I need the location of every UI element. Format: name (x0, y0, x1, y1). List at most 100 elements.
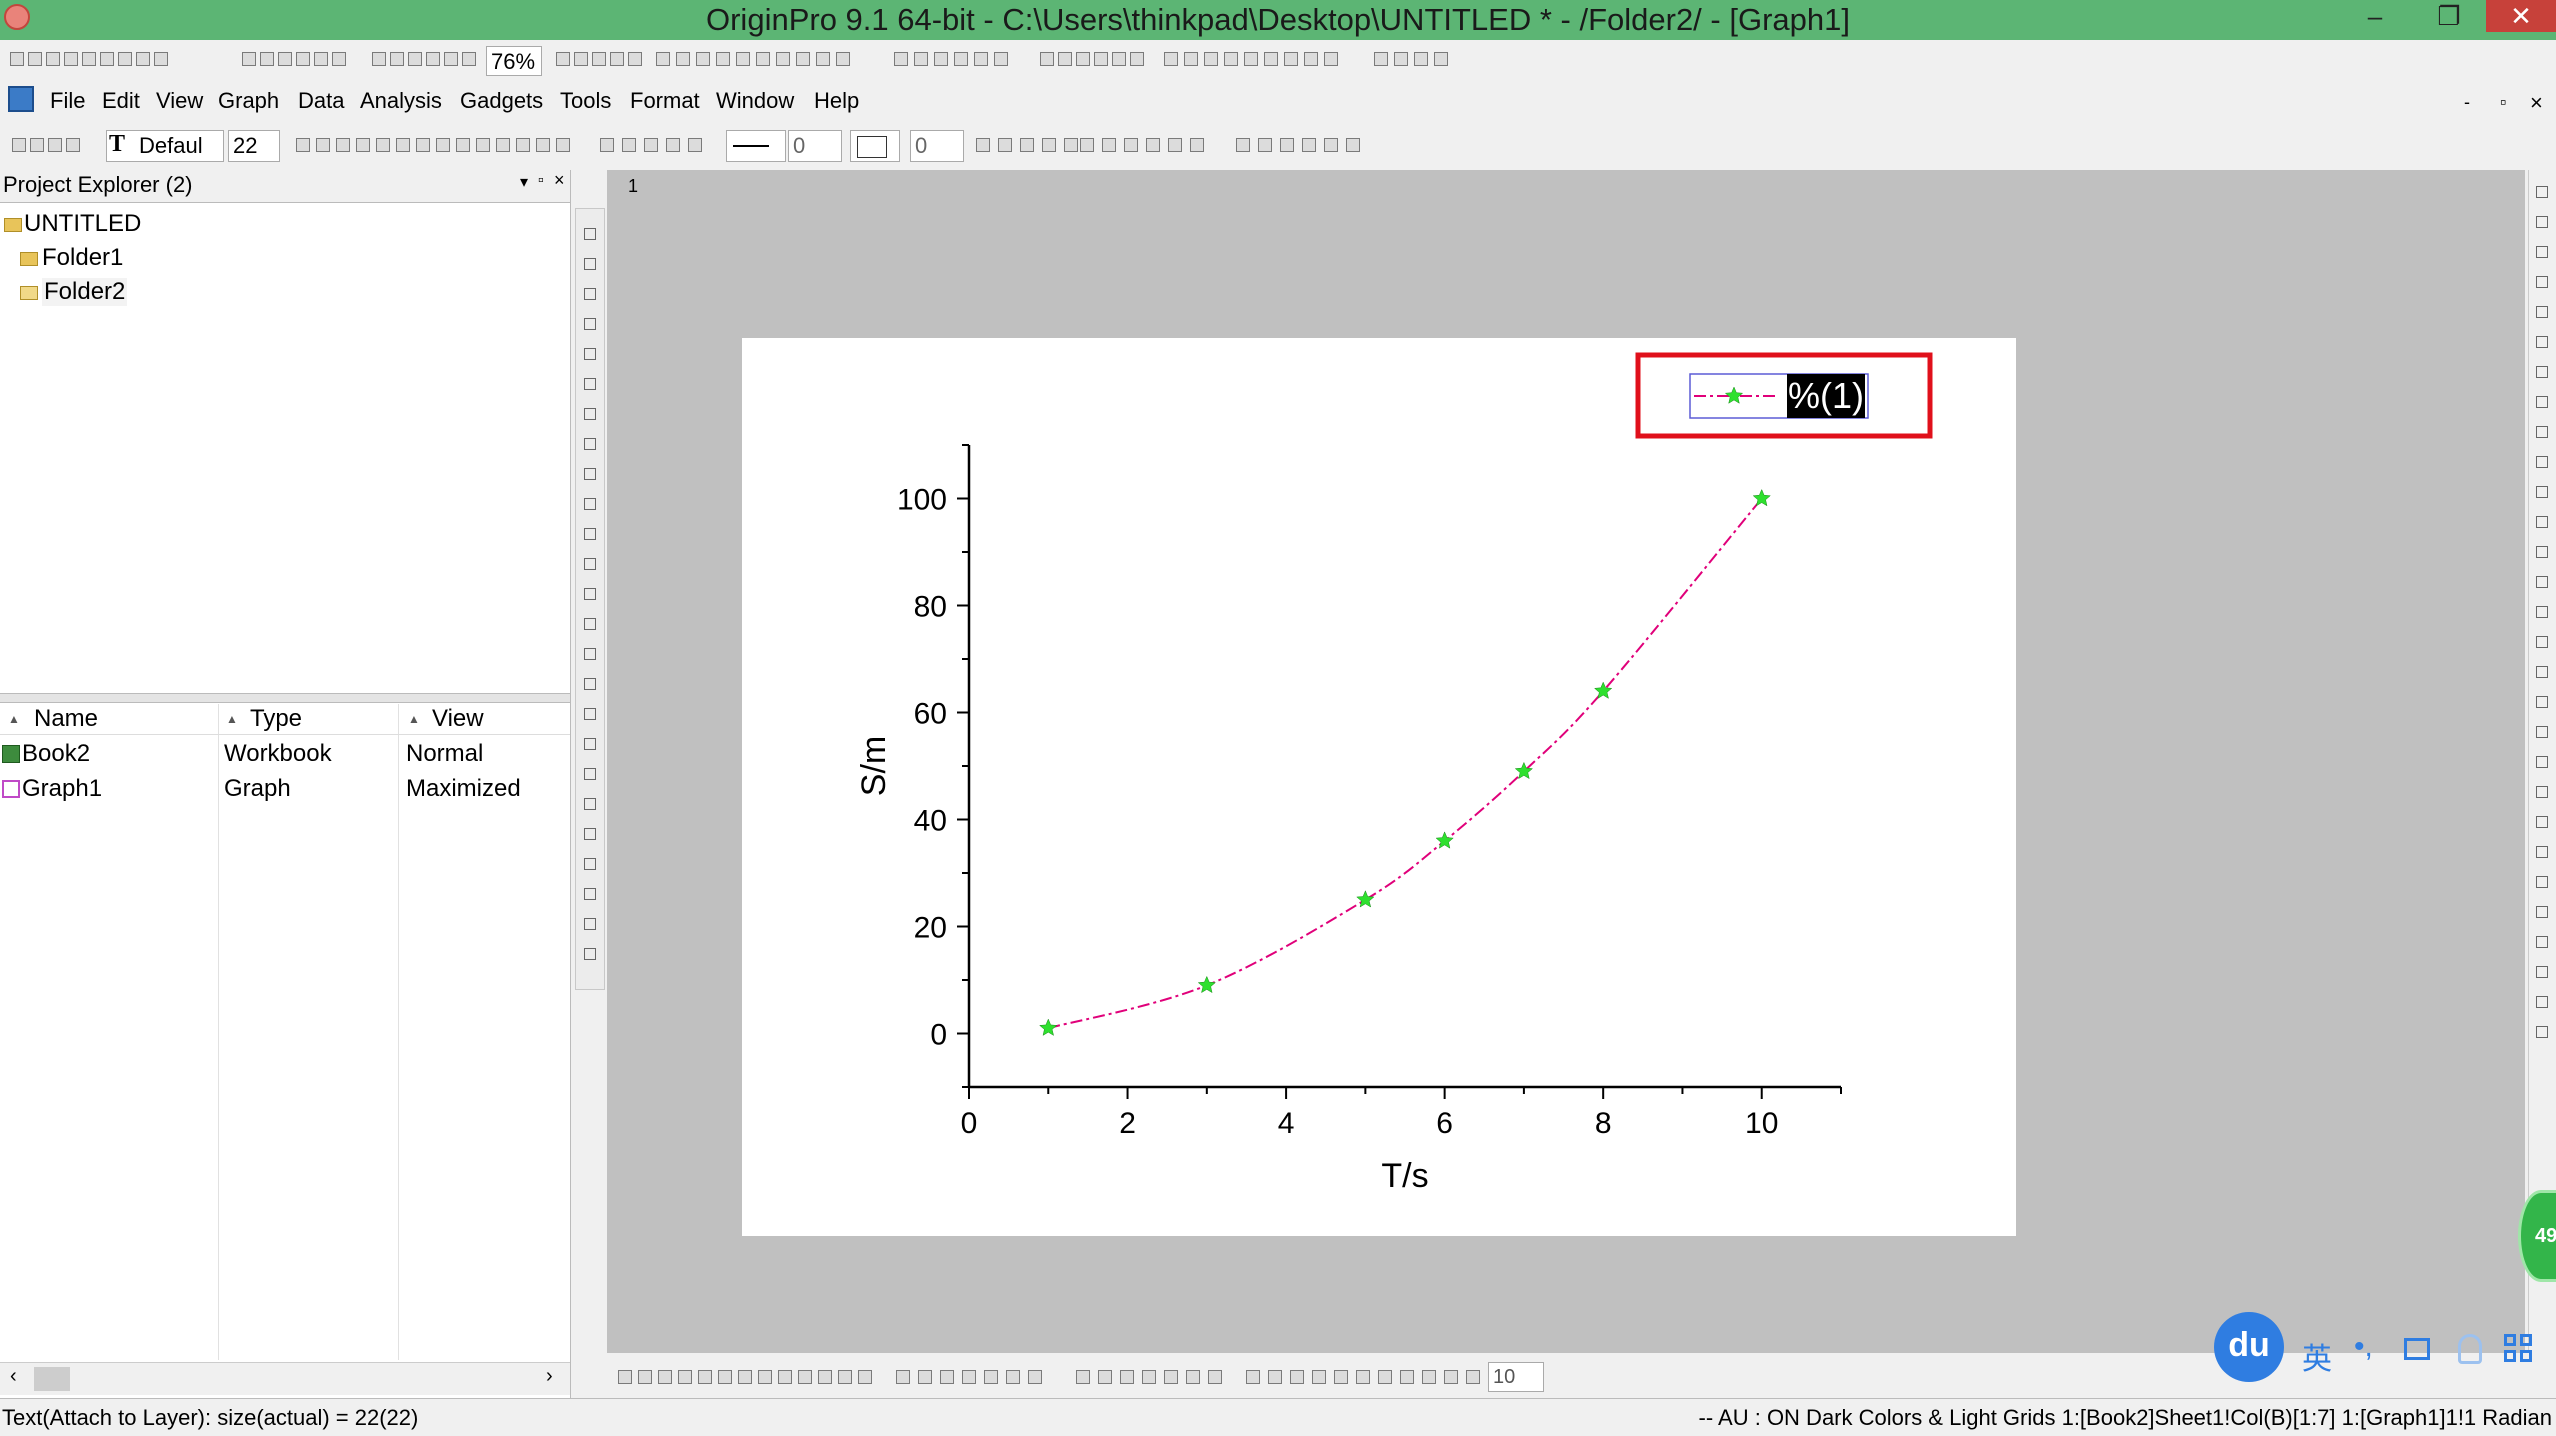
tool-icon[interactable] (584, 858, 596, 870)
fill-value-combo[interactable]: 0 (910, 130, 964, 162)
format-button-icon[interactable] (1280, 138, 1294, 152)
baidu-ime-logo[interactable]: du (2214, 1312, 2284, 1382)
tool-icon[interactable] (584, 258, 596, 270)
panel-pin-icon[interactable]: ▫ (538, 172, 544, 189)
column-header-view[interactable]: View (432, 705, 484, 732)
plot-button-icon[interactable] (1356, 1370, 1370, 1384)
format-button-icon[interactable] (1236, 138, 1250, 152)
line-width-combo[interactable]: 0 (788, 130, 842, 162)
format-button-icon[interactable] (688, 138, 702, 152)
layout-tool-icon[interactable] (2536, 306, 2548, 318)
plot-button-icon[interactable] (1028, 1370, 1042, 1384)
menu-gadgets[interactable]: Gadgets (460, 88, 544, 113)
toolbar-button-icon[interactable] (1244, 52, 1258, 66)
tool-icon[interactable] (584, 618, 596, 630)
format-button-icon[interactable] (1302, 138, 1316, 152)
font-name-combo[interactable]: T Defaul (106, 130, 224, 162)
toolbar-button-icon[interactable] (1130, 52, 1144, 66)
plot-button-icon[interactable] (1466, 1370, 1480, 1384)
toolbar-button-icon[interactable] (278, 52, 292, 66)
format-button-icon[interactable] (516, 138, 530, 152)
format-button-icon[interactable] (376, 138, 390, 152)
tool-icon[interactable] (584, 888, 596, 900)
layout-tool-icon[interactable] (2536, 486, 2548, 498)
toolbar-button-icon[interactable] (756, 52, 770, 66)
format-button-icon[interactable] (416, 138, 430, 152)
plot-button-icon[interactable] (962, 1370, 976, 1384)
tool-icon[interactable] (584, 768, 596, 780)
plot-button-icon[interactable] (698, 1370, 712, 1384)
format-button-icon[interactable] (1064, 138, 1078, 152)
plot-button-icon[interactable] (778, 1370, 792, 1384)
toolbar-button-icon[interactable] (556, 52, 570, 66)
column-header-name[interactable]: Name (34, 705, 99, 732)
plot-button-icon[interactable] (798, 1370, 812, 1384)
format-button-icon[interactable] (600, 138, 614, 152)
toolbar-button-icon[interactable] (1224, 52, 1238, 66)
toolbar-button-icon[interactable] (242, 52, 256, 66)
toolbar-button-icon[interactable] (260, 52, 274, 66)
layout-tool-icon[interactable] (2536, 546, 2548, 558)
plot-button-icon[interactable] (1006, 1370, 1020, 1384)
plot-button-icon[interactable] (678, 1370, 692, 1384)
plot-button-icon[interactable] (1334, 1370, 1348, 1384)
toolbar-button-icon[interactable] (816, 52, 830, 66)
plot-button-icon[interactable] (758, 1370, 772, 1384)
toolbar-button-icon[interactable] (1040, 52, 1054, 66)
toolbar-button-icon[interactable] (776, 52, 790, 66)
format-button-icon[interactable] (1346, 138, 1360, 152)
toolbar-button-icon[interactable] (934, 52, 948, 66)
toolbar-button-icon[interactable] (1324, 52, 1338, 66)
layout-tool-icon[interactable] (2536, 936, 2548, 948)
origin-app-icon[interactable] (4, 4, 30, 30)
tool-icon[interactable] (584, 468, 596, 480)
format-button-icon[interactable] (1102, 138, 1116, 152)
scroll-thumb[interactable] (34, 1367, 70, 1391)
plot-button-icon[interactable] (1208, 1370, 1222, 1384)
toolbar-button-icon[interactable] (390, 52, 404, 66)
layout-tool-icon[interactable] (2536, 426, 2548, 438)
floating-badge[interactable]: 49 (2518, 1190, 2556, 1282)
font-size-combo[interactable]: 22 (228, 130, 280, 162)
toolbar-button-icon[interactable] (1094, 52, 1108, 66)
tool-icon[interactable] (584, 678, 596, 690)
plot-button-icon[interactable] (1268, 1370, 1282, 1384)
toolbar-button-icon[interactable] (426, 52, 440, 66)
toolbar-button-icon[interactable] (656, 52, 670, 66)
toolbar-button-icon[interactable] (1184, 52, 1198, 66)
panel-close-icon[interactable]: × (554, 170, 565, 190)
toolbar-button-icon[interactable] (1058, 52, 1072, 66)
menu-data[interactable]: Data (298, 88, 345, 113)
format-button-icon[interactable] (436, 138, 450, 152)
plot-button-icon[interactable] (1312, 1370, 1326, 1384)
toolbar-button-icon[interactable] (716, 52, 730, 66)
list-item-name[interactable]: Book2 (22, 740, 91, 767)
ime-keyboard-icon[interactable] (2404, 1338, 2430, 1360)
plot-button-icon[interactable] (918, 1370, 932, 1384)
toolbar-button-icon[interactable] (118, 52, 132, 66)
format-button-icon[interactable] (456, 138, 470, 152)
format-button-icon[interactable] (998, 138, 1012, 152)
layout-tool-icon[interactable] (2536, 696, 2548, 708)
mdi-minimize-button[interactable]: - (2464, 92, 2470, 112)
toolbar-button-icon[interactable] (10, 52, 24, 66)
toolbar-button-icon[interactable] (154, 52, 168, 66)
toolbar-button-icon[interactable] (314, 52, 328, 66)
tool-icon[interactable] (584, 288, 596, 300)
format-button-icon[interactable] (12, 138, 26, 152)
toolbar-button-icon[interactable] (1374, 52, 1388, 66)
format-button-icon[interactable] (1020, 138, 1034, 152)
layer-indicator[interactable]: 1 (628, 176, 639, 196)
menu-graph[interactable]: Graph (218, 88, 280, 113)
menu-analysis[interactable]: Analysis (360, 88, 442, 113)
toolbar-button-icon[interactable] (974, 52, 988, 66)
plot-button-icon[interactable] (1098, 1370, 1112, 1384)
ime-punctuation-icon[interactable]: •, (2354, 1330, 2373, 1363)
scroll-left-icon[interactable]: ‹ (10, 1365, 17, 1387)
toolbar-button-icon[interactable] (100, 52, 114, 66)
menu-edit[interactable]: Edit (102, 88, 140, 113)
column-header-type[interactable]: Type (250, 705, 303, 732)
format-button-icon[interactable] (1080, 138, 1094, 152)
zoom-combo[interactable]: 76% (486, 46, 542, 76)
layout-tool-icon[interactable] (2536, 996, 2548, 1008)
